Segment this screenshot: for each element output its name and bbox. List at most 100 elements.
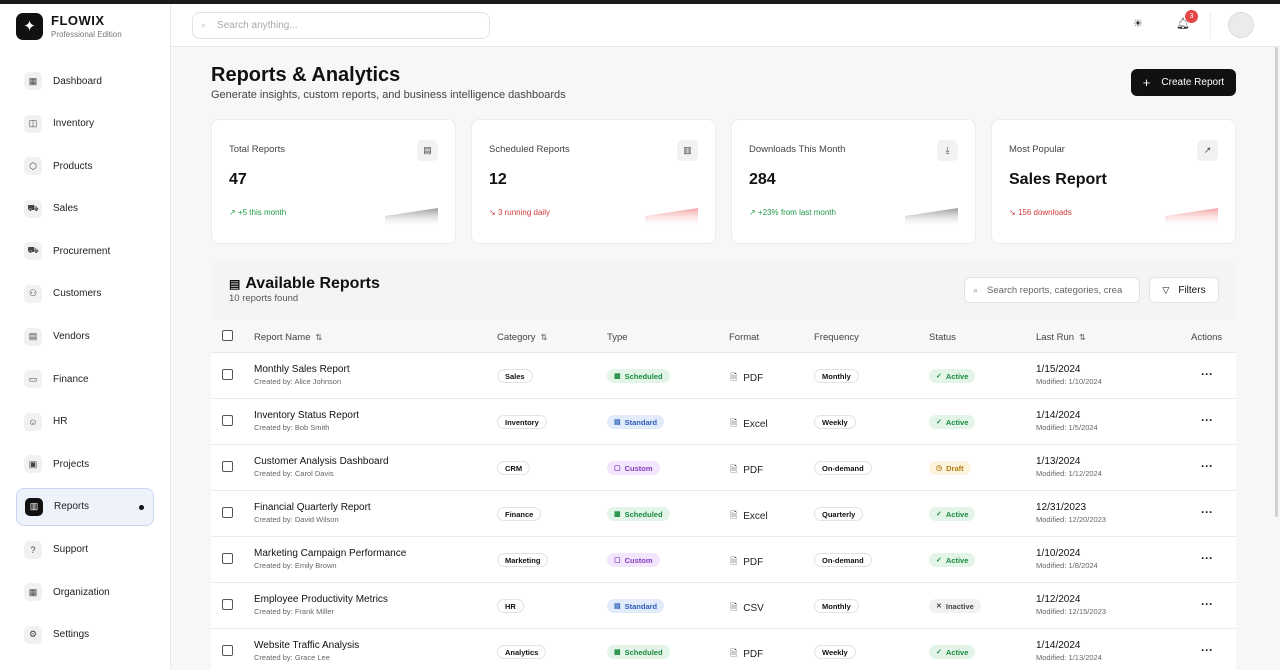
more-actions-icon[interactable]: ··· [1201, 367, 1213, 381]
avatar[interactable] [1228, 12, 1254, 38]
format-cell: 🗎︎ CSV [730, 600, 764, 616]
table-row[interactable]: Marketing Campaign Performance Created by… [211, 537, 1236, 583]
file-icon: 🗎︎ [730, 602, 738, 612]
row-checkbox[interactable] [222, 415, 233, 426]
frequency-badge: Monthly [814, 599, 859, 613]
frequency-badge: Monthly [814, 369, 859, 383]
format-cell: 🗎︎ PDF [730, 554, 763, 570]
page-scrollbar[interactable] [1275, 47, 1278, 517]
column-type: Type [607, 332, 628, 343]
more-actions-icon[interactable]: ··· [1201, 459, 1213, 473]
stat-card: Total Reports ▤ 47 ↗ +5 this month [211, 119, 456, 244]
type-standard-icon: ▤ [614, 419, 621, 426]
notification-badge: 3 [1185, 10, 1198, 23]
report-name[interactable]: Marketing Campaign Performance [254, 548, 407, 559]
sidebar-item-organization[interactable]: ▦ Organization [16, 573, 154, 611]
type-label: Standard [624, 601, 658, 611]
frequency-badge: On-demand [814, 553, 872, 567]
type-badge: ▤ Standard [607, 599, 665, 613]
table-row[interactable]: Employee Productivity Metrics Created by:… [211, 583, 1236, 629]
type-badge: ▢ Custom [607, 461, 660, 475]
report-name[interactable]: Customer Analysis Dashboard [254, 456, 389, 467]
row-checkbox[interactable] [222, 461, 233, 472]
type-label: Custom [624, 463, 653, 473]
type-custom-icon: ▢ [614, 465, 621, 472]
table-row[interactable]: Financial Quarterly Report Created by: Da… [211, 491, 1236, 537]
gear-icon: ⚙ [24, 625, 42, 644]
reports-search[interactable]: ⌕ [964, 277, 1140, 303]
theme-toggle-icon[interactable]: ☀ [1133, 18, 1143, 30]
modified-date: Modified: 12/20/2023 [1036, 515, 1107, 524]
global-search-input[interactable] [217, 20, 468, 31]
last-run: 1/13/2024 [1036, 456, 1081, 467]
trend-down-icon: ↘ [1009, 208, 1018, 217]
format-cell: 🗎︎ PDF [730, 462, 763, 478]
type-badge: ▦ Scheduled [607, 369, 670, 383]
report-created-by: Created by: Frank Miller [254, 607, 335, 616]
more-actions-icon[interactable]: ··· [1201, 505, 1213, 519]
sidebar-item-reports[interactable]: ▥ Reports [16, 487, 154, 526]
reports-search-input[interactable] [987, 284, 1128, 296]
report-name[interactable]: Employee Productivity Metrics [254, 594, 388, 605]
reports-panel: ▤ Available Reports 10 reports found ⌕ ▽… [211, 260, 1236, 670]
format-label: CSV [743, 602, 764, 614]
last-run: 12/31/2023 [1036, 502, 1087, 513]
topbar-divider [1210, 12, 1211, 38]
sidebar-item-label: Sales [53, 203, 79, 215]
help-icon: ? [24, 540, 42, 559]
report-name[interactable]: Financial Quarterly Report [254, 502, 371, 513]
download-icon: ⤓ [937, 140, 958, 161]
more-actions-icon[interactable]: ··· [1201, 643, 1213, 657]
sparkline [385, 208, 438, 226]
last-run: 1/14/2024 [1036, 640, 1081, 651]
file-icon: 🗎︎ [730, 510, 738, 520]
column-report-name[interactable]: Report Name ⇅ [254, 332, 323, 343]
status-label: Active [945, 371, 969, 381]
row-checkbox[interactable] [222, 553, 233, 564]
row-checkbox[interactable] [222, 369, 233, 380]
column-category[interactable]: Category ⇅ [497, 332, 548, 343]
more-actions-icon[interactable]: ··· [1201, 597, 1213, 611]
sort-icon: ⇅ [540, 333, 548, 342]
brand[interactable]: ✦ FLOWIX Professional Edition [0, 4, 170, 48]
table-row[interactable]: Inventory Status Report Created by: Bob S… [211, 399, 1236, 445]
report-created-by: Created by: Grace Lee [254, 653, 330, 662]
more-actions-icon[interactable]: ··· [1201, 413, 1213, 427]
column-last-run[interactable]: Last Run ⇅ [1036, 332, 1086, 343]
sidebar-item-finance[interactable]: ▭ Finance [16, 360, 154, 398]
report-created-by: Created by: Bob Smith [254, 423, 330, 432]
stat-trend: ↗ +5 this month [229, 208, 286, 217]
row-checkbox[interactable] [222, 599, 233, 610]
filters-button[interactable]: ▽ Filters [1149, 277, 1219, 303]
page-title: Reports & Analytics [211, 64, 401, 86]
sidebar-item-customers[interactable]: ⚇ Customers [16, 275, 154, 313]
table-row[interactable]: Customer Analysis Dashboard Created by: C… [211, 445, 1236, 491]
row-checkbox[interactable] [222, 507, 233, 518]
sidebar-item-label: Products [53, 160, 93, 172]
sidebar-item-sales[interactable]: ⛟ Sales [16, 190, 154, 228]
sidebar-item-settings[interactable]: ⚙ Settings [16, 616, 154, 654]
sidebar-item-products[interactable]: ⬡ Products [16, 147, 154, 185]
sidebar-item-vendors[interactable]: ▤ Vendors [16, 318, 154, 356]
report-name[interactable]: Website Traffic Analysis [254, 640, 360, 651]
row-checkbox[interactable] [222, 645, 233, 656]
stat-trend-text: 156 downloads [1017, 208, 1072, 217]
more-actions-icon[interactable]: ··· [1201, 551, 1213, 565]
report-name[interactable]: Monthly Sales Report [254, 364, 350, 375]
sidebar-item-support[interactable]: ? Support [16, 531, 154, 569]
create-report-button[interactable]: + Create Report [1131, 69, 1236, 96]
sidebar-item-inventory[interactable]: ◫ Inventory [16, 105, 154, 143]
sidebar-item-dashboard[interactable]: ▦ Dashboard [16, 62, 154, 100]
panel-title: Available Reports [245, 275, 380, 292]
file-icon: ▤ [417, 140, 438, 161]
report-name[interactable]: Inventory Status Report [254, 410, 360, 421]
sidebar-item-procurement[interactable]: ⛟ Procurement [16, 232, 154, 270]
category-badge: Finance [497, 507, 542, 521]
sidebar-item-label: Customers [53, 288, 102, 300]
select-all-checkbox[interactable] [222, 330, 233, 341]
sidebar-item-hr[interactable]: ☺ HR [16, 403, 154, 441]
table-row[interactable]: Website Traffic Analysis Created by: Grac… [211, 629, 1236, 670]
sidebar-item-projects[interactable]: ▣ Projects [16, 445, 154, 483]
table-row[interactable]: Monthly Sales Report Created by: Alice Jo… [211, 353, 1236, 399]
global-search[interactable]: ⌕ [192, 12, 490, 39]
